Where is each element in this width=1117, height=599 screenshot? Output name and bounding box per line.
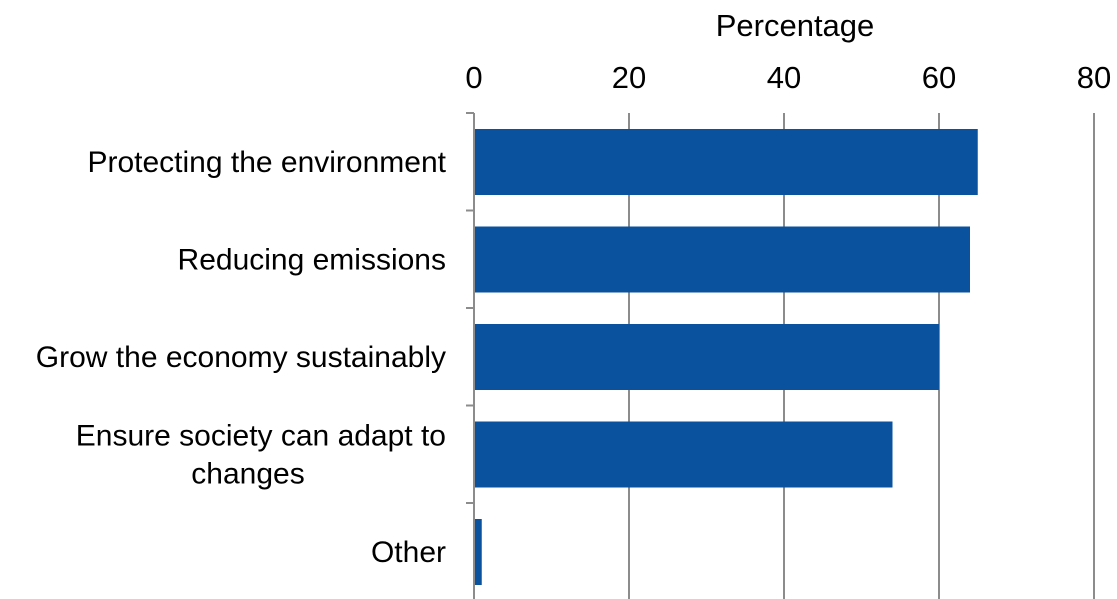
- category-label-4: Other: [371, 536, 446, 569]
- category-label-line: Protecting the environment: [87, 146, 446, 179]
- category-label-line: Ensure society can adapt to: [76, 420, 446, 453]
- category-label-line: Other: [371, 536, 446, 569]
- x-tick-label-20: 20: [612, 60, 646, 95]
- category-label-0: Protecting the environment: [87, 146, 446, 179]
- bar-2: [474, 324, 939, 390]
- y-axis: [466, 112, 475, 599]
- category-labels: Protecting the environment Reducing emiss…: [36, 146, 447, 569]
- x-axis-title: Percentage: [716, 8, 875, 43]
- category-label-1: Reducing emissions: [178, 244, 446, 277]
- x-tick-label-80: 80: [1077, 60, 1111, 95]
- x-tick-labels: 0 20 40 60 80: [465, 60, 1111, 95]
- bar-0: [474, 129, 978, 195]
- bar-4: [474, 519, 482, 585]
- x-tick-label-40: 40: [767, 60, 801, 95]
- category-label-3: Ensure society can adapt to changes: [76, 420, 446, 491]
- bar-1: [474, 226, 970, 293]
- x-tick-label-0: 0: [465, 60, 482, 95]
- category-label-line: changes: [191, 458, 304, 491]
- bars: [474, 129, 978, 585]
- category-label-line: Grow the economy sustainably: [36, 341, 446, 374]
- category-label-2: Grow the economy sustainably: [36, 341, 446, 374]
- category-label-line: Reducing emissions: [178, 244, 446, 277]
- bar-3: [474, 421, 893, 488]
- x-tick-label-60: 60: [922, 60, 956, 95]
